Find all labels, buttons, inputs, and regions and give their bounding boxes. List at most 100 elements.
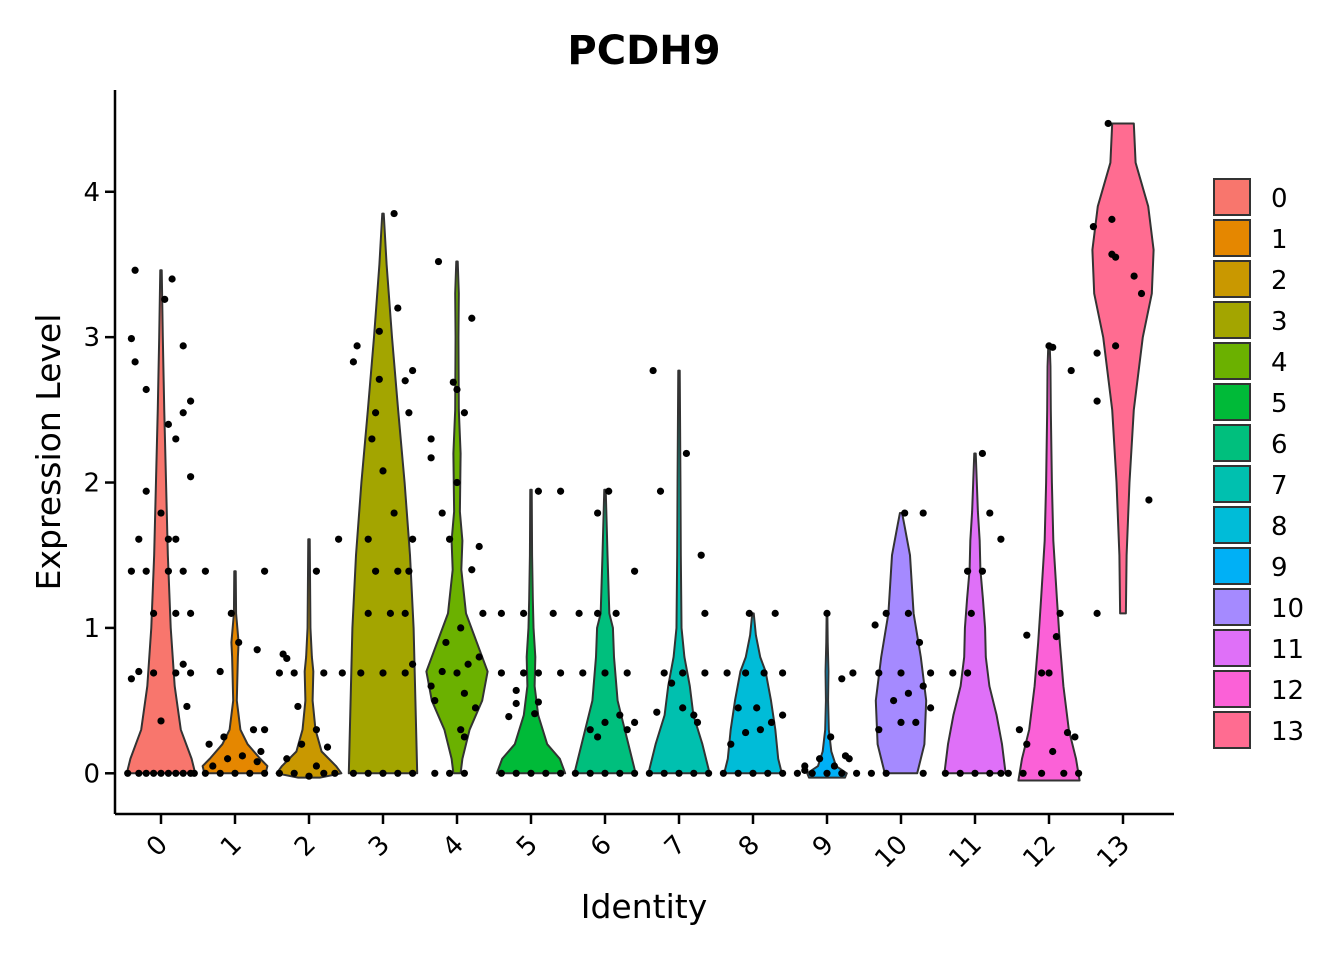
data-point [475,542,483,551]
data-point [978,567,987,575]
data-point [409,366,417,375]
data-point [294,702,302,711]
data-point [623,669,631,677]
data-point [605,487,613,495]
x-tick-label: 3 [363,830,396,863]
data-point [679,669,687,677]
y-tick-label: 1 [83,614,100,644]
data-point [912,718,920,727]
violin-0 [125,269,197,775]
data-point [427,454,435,462]
violin-5 [495,488,567,775]
data-point [157,769,165,777]
data-point [468,314,476,322]
violin-8 [723,612,783,775]
x-tick-label: 1 [215,830,248,863]
data-point [882,769,890,777]
data-point [460,769,468,777]
data-point [693,718,702,727]
data-point [453,669,461,677]
data-point [1038,669,1046,677]
data-point [760,669,768,677]
x-tick-label: 0 [141,830,174,863]
data-point [323,743,332,751]
data-point [275,669,283,677]
data-point [127,567,135,575]
data-point [1067,366,1075,375]
data-point [690,769,698,777]
data-point [216,667,224,676]
data-point [190,769,198,777]
data-point [956,769,964,777]
data-point [164,567,172,575]
data-point [150,669,158,677]
x-tick-label: 8 [733,830,766,863]
data-point [1130,272,1138,280]
data-point [409,535,417,543]
data-point [612,609,620,617]
data-point [875,726,883,734]
data-point [764,769,772,777]
data-point [150,769,158,777]
data-point [201,567,209,575]
data-point [1060,769,1068,777]
data-point [497,669,505,677]
data-point [853,769,861,777]
data-point [808,769,816,777]
legend-label: 3 [1271,307,1288,337]
data-point [849,669,857,677]
data-point [601,669,609,677]
data-point [1075,769,1083,777]
data-point [427,435,435,443]
data-point [964,567,972,575]
x-tick-label: 4 [437,830,470,863]
data-point [623,726,631,734]
data-point [220,733,228,741]
data-point [690,711,698,719]
legend-key [1213,506,1251,544]
data-point [179,567,187,575]
data-point [534,698,543,706]
data-point [338,669,346,677]
legend-label: 4 [1271,348,1288,378]
data-point [701,609,709,617]
data-point [927,669,935,677]
data-point [179,769,187,777]
data-point [1089,223,1097,231]
data-point [656,487,665,495]
data-point [971,769,979,777]
violin-layer [125,122,1155,782]
data-point [1023,740,1031,748]
data-point [157,717,165,725]
data-point [531,710,539,718]
data-point [161,295,169,303]
data-point [1108,250,1116,258]
data-point [187,473,195,481]
data-point [320,669,328,677]
data-point [1112,342,1120,350]
legend-key [1213,547,1251,585]
data-point [1045,669,1053,677]
data-point [904,609,913,617]
x-tick-label: 11 [943,830,988,875]
data-point [275,769,283,777]
data-point [1049,343,1057,351]
x-tick-label: 12 [1017,830,1062,875]
data-point [779,769,787,777]
data-point [742,669,750,677]
data-point [882,609,890,617]
data-point [312,567,320,575]
data-point [1071,733,1079,741]
data-point [224,755,232,763]
y-tick-label: 2 [83,469,100,499]
data-point [238,752,246,760]
legend-label: 7 [1271,471,1288,501]
data-point [431,769,439,777]
data-point [897,669,905,677]
data-point [919,769,927,777]
data-point [131,266,139,274]
x-tick-label: 6 [585,830,618,863]
data-point [830,762,839,770]
data-point [653,708,661,716]
data-point [405,409,413,417]
